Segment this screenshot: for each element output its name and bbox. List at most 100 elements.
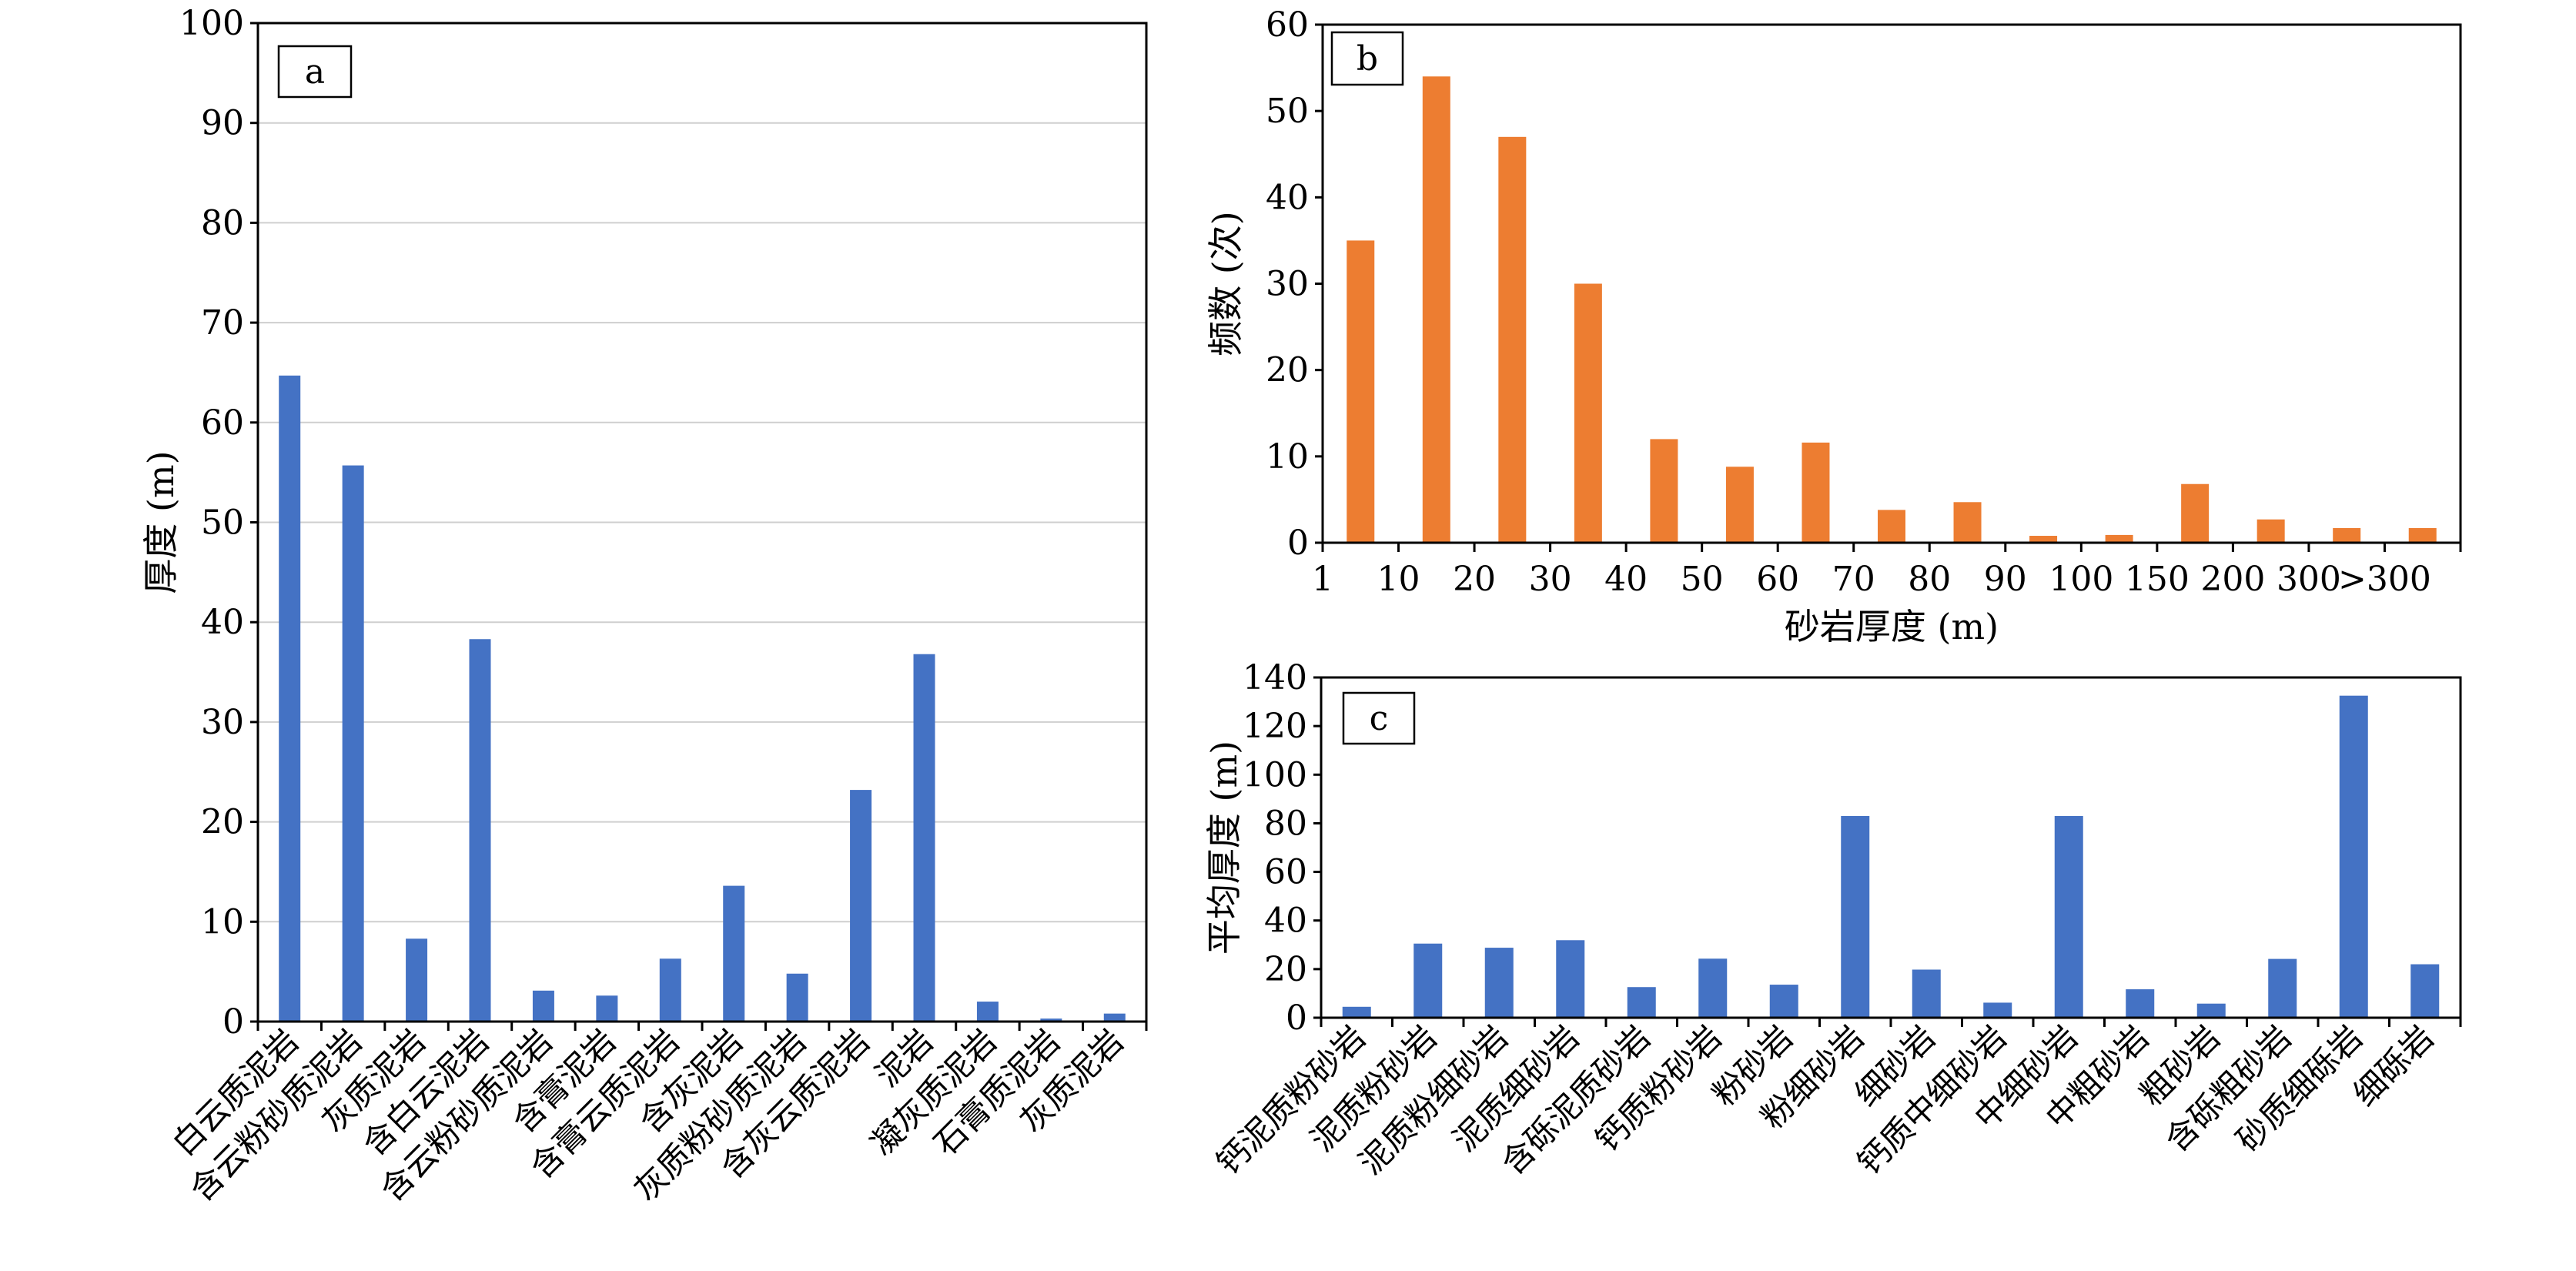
bar-b-13: [2333, 527, 2361, 543]
ytick-label-a-2: 20: [201, 803, 244, 842]
xtick-label-b-8: 80: [1908, 560, 1951, 599]
bar-c-15: [2410, 964, 2440, 1018]
xtick-label-b-13: 300: [2277, 560, 2341, 599]
panel-b: 0 10 20 30 40 50 60 1 10 20 30 40 50 60 70 80 90 100 150 20…: [1205, 5, 2462, 647]
panel-tag-box-b: [1330, 31, 1404, 86]
bar-a-9: [850, 790, 872, 1022]
x-axis-title-b: 砂岩厚度 (m): [1785, 606, 1999, 647]
panel-tag-b: b: [1357, 39, 1378, 79]
ytick-label-a-9: 90: [201, 104, 244, 143]
bar-b-11: [2181, 483, 2210, 543]
bar-a-5: [596, 995, 618, 1022]
ytick-label-c-6: 120: [1243, 707, 1307, 746]
bar-a-8: [786, 973, 808, 1022]
bar-b-10: [2105, 534, 2133, 543]
bar-a-6: [659, 958, 681, 1022]
bar-b-1: [1422, 76, 1450, 544]
ytick-label-a-6: 60: [201, 403, 244, 443]
bar-a-12: [1040, 1018, 1062, 1022]
xtick-label-b-9: 90: [1984, 560, 2027, 599]
ytick-label-b-4: 40: [1266, 178, 1309, 217]
bar-b-2: [1498, 136, 1527, 544]
xtick-label-b-7: 70: [1832, 560, 1875, 599]
xtick-label-b-12: 200: [2200, 560, 2265, 599]
ytick-label-a-10: 100: [179, 4, 244, 43]
ytick-label-a-7: 70: [201, 303, 244, 343]
panel-tag-box-c: [1342, 691, 1416, 745]
bar-c-12: [2196, 1003, 2226, 1018]
panel-tag-a: a: [305, 52, 325, 92]
xtick-label-b-5: 50: [1681, 560, 1724, 599]
bar-b-0: [1347, 240, 1375, 543]
ytick-label-c-3: 60: [1264, 853, 1307, 892]
bar-a-0: [279, 375, 301, 1022]
bar-c-14: [2339, 695, 2368, 1018]
ytick-label-b-6: 60: [1266, 5, 1309, 45]
y-axis-title-c: 平均厚度 (m): [1203, 741, 1245, 955]
xtick-label-b-4: 40: [1604, 560, 1648, 599]
bar-c-13: [2268, 958, 2297, 1018]
bar-b-8: [1953, 502, 1982, 543]
ytick-label-a-8: 80: [201, 203, 244, 242]
bar-c-5: [1698, 958, 1728, 1018]
ytick-label-b-0: 0: [1287, 523, 1309, 563]
bar-a-11: [976, 1002, 999, 1022]
bar-a-3: [469, 639, 491, 1022]
xtick-label-b-10: 100: [2049, 560, 2113, 599]
ytick-label-a-5: 50: [201, 503, 244, 543]
xtick-label-b-14: >300: [2338, 560, 2431, 599]
bar-c-0: [1342, 1006, 1371, 1018]
bar-a-1: [342, 465, 364, 1022]
bar-a-7: [723, 885, 745, 1022]
bar-c-3: [1556, 940, 1585, 1018]
bar-c-7: [1841, 815, 1870, 1018]
bar-b-14: [2408, 527, 2437, 543]
panel-tag-box-a: [277, 45, 353, 99]
ytick-label-c-5: 100: [1243, 755, 1307, 794]
xtick-label-b-11: 150: [2125, 560, 2190, 599]
ytick-label-a-1: 10: [201, 902, 244, 942]
bar-b-12: [2257, 519, 2285, 543]
bar-a-10: [913, 654, 935, 1022]
bar-b-4: [1650, 439, 1678, 543]
ytick-label-c-0: 0: [1286, 998, 1307, 1038]
bar-b-3: [1574, 283, 1602, 543]
ytick-label-b-3: 30: [1266, 265, 1309, 304]
bar-a-2: [406, 938, 428, 1022]
bar-b-5: [1725, 467, 1754, 543]
bar-c-11: [2126, 989, 2155, 1018]
ytick-label-a-3: 30: [201, 703, 244, 742]
bar-a-4: [532, 990, 554, 1022]
bar-c-8: [1912, 969, 1941, 1018]
bar-c-10: [2054, 815, 2083, 1018]
ytick-label-b-5: 50: [1266, 92, 1309, 131]
bar-c-6: [1769, 985, 1798, 1018]
ytick-label-c-2: 40: [1264, 901, 1307, 941]
ytick-label-b-1: 10: [1266, 437, 1309, 477]
bar-c-4: [1627, 987, 1656, 1018]
ytick-label-c-4: 80: [1264, 804, 1307, 843]
ytick-label-a-0: 0: [222, 1002, 244, 1042]
xtick-label-b-3: 30: [1529, 560, 1572, 599]
xtick-label-b-0: 1: [1312, 560, 1333, 599]
bar-b-6: [1802, 442, 1830, 543]
bar-b-7: [1878, 510, 1905, 543]
bar-c-1: [1413, 943, 1443, 1018]
plot-frame-b: [1321, 23, 2462, 544]
bar-c-9: [1983, 1002, 2012, 1018]
ytick-label-a-4: 40: [201, 603, 244, 642]
xtick-label-b-6: 60: [1756, 560, 1799, 599]
bar-a-13: [1103, 1013, 1126, 1022]
ytick-label-b-2: 20: [1266, 351, 1309, 390]
panel-a: 0102030405060708090100白云质泥岩含云粉砂质泥岩灰质泥岩含白…: [140, 4, 1148, 1209]
panel-tag-c: c: [1370, 699, 1389, 738]
xtick-label-b-2: 20: [1453, 560, 1496, 599]
bar-b-9: [2029, 536, 2058, 543]
y-axis-title-b: 频数 (次): [1205, 211, 1246, 356]
ytick-label-c-7: 140: [1243, 658, 1307, 697]
category-label-c-15: 细砾岩: [2346, 1018, 2441, 1113]
y-axis-title-a: 厚度 (m): [140, 450, 182, 594]
bar-c-2: [1484, 948, 1514, 1018]
panel-c: 020406080100120140钙泥质粉砂岩泥质粉砂岩泥质粉细砂岩泥质细砂岩…: [1203, 658, 2462, 1182]
